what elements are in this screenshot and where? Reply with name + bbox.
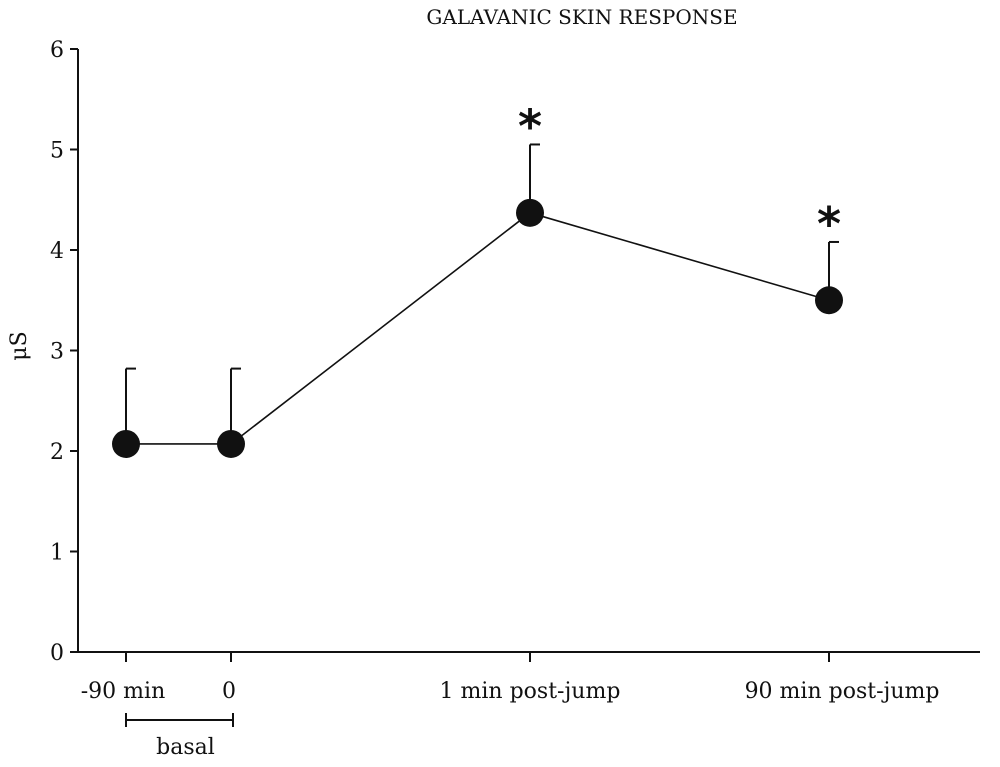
- x-ticks: -90 min 0 1 min post-jump 90 min post-jump: [81, 652, 940, 704]
- x-tick-label: 1 min post-jump: [440, 679, 621, 704]
- basal-bracket: basal: [125, 713, 234, 760]
- bracket-label: basal: [156, 735, 215, 760]
- y-tick-label: 3: [50, 340, 64, 365]
- x-tick-label: 0: [222, 679, 236, 704]
- y-ticks: 0 1 2 3 4 5 6: [50, 38, 78, 666]
- significance-star: *: [518, 99, 542, 153]
- y-tick-label: 1: [50, 541, 64, 566]
- significance-star: *: [817, 197, 841, 251]
- y-tick-label: 5: [50, 139, 64, 164]
- x-tick-label: -90 min: [81, 679, 166, 704]
- y-tick-label: 4: [50, 239, 64, 264]
- data-points: [112, 198, 843, 458]
- y-tick-label: 6: [50, 38, 64, 63]
- y-tick-label: 0: [50, 641, 64, 666]
- data-point: [516, 198, 544, 227]
- data-point: [112, 429, 140, 458]
- series-polyline: [126, 211, 830, 445]
- data-point: [217, 429, 245, 458]
- error-bars: [125, 143, 839, 444]
- significance-marks: **: [518, 99, 841, 250]
- y-axis-label: μS: [7, 331, 32, 360]
- series-line: [126, 211, 830, 445]
- y-tick-label: 2: [50, 440, 64, 465]
- data-point: [815, 286, 843, 315]
- chart-title: GALAVANIC SKIN RESPONSE: [426, 5, 737, 29]
- x-tick-label: 90 min post-jump: [745, 679, 940, 704]
